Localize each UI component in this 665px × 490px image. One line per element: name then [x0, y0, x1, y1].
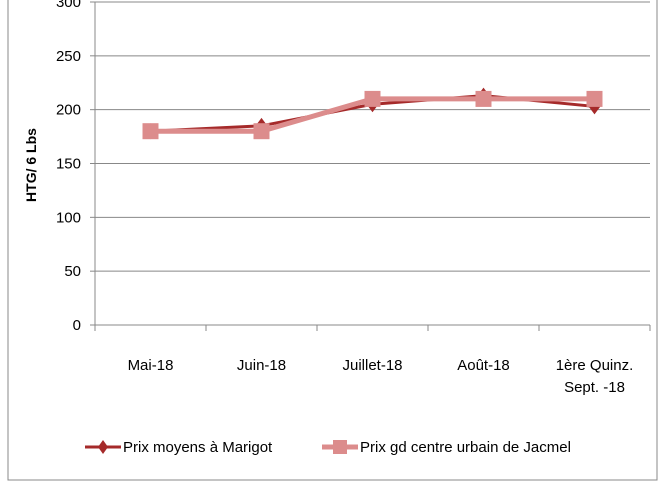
marker [586, 90, 603, 107]
x-tick-label: Juin-18 [237, 357, 286, 374]
legend-label: Prix gd centre urbain de Jacmel [360, 439, 571, 456]
x-tick-label: Mai-18 [128, 357, 174, 374]
y-tick-label: 300 [56, 0, 81, 11]
y-tick-label: 250 [56, 48, 81, 65]
marker [333, 440, 347, 454]
marker [142, 123, 159, 140]
y-axis-label: HTG/ 6 Lbs [23, 128, 39, 202]
y-tick-label: 150 [56, 156, 81, 173]
marker [253, 123, 270, 140]
x-tick-label: Août-18 [457, 357, 510, 374]
y-tick-label: 0 [73, 317, 81, 334]
x-tick-label: 1ère Quinz. Sept. -18 [556, 357, 634, 396]
chart-frame [7, 0, 658, 481]
marker [475, 90, 492, 107]
legend-label: Prix moyens à Marigot [123, 439, 273, 456]
x-tick-label: Juillet-18 [342, 357, 402, 374]
y-tick-label: 200 [56, 102, 81, 119]
marker [364, 90, 381, 107]
marker [98, 440, 108, 454]
y-tick-label: 50 [64, 263, 81, 280]
y-tick-label: 100 [56, 209, 81, 226]
